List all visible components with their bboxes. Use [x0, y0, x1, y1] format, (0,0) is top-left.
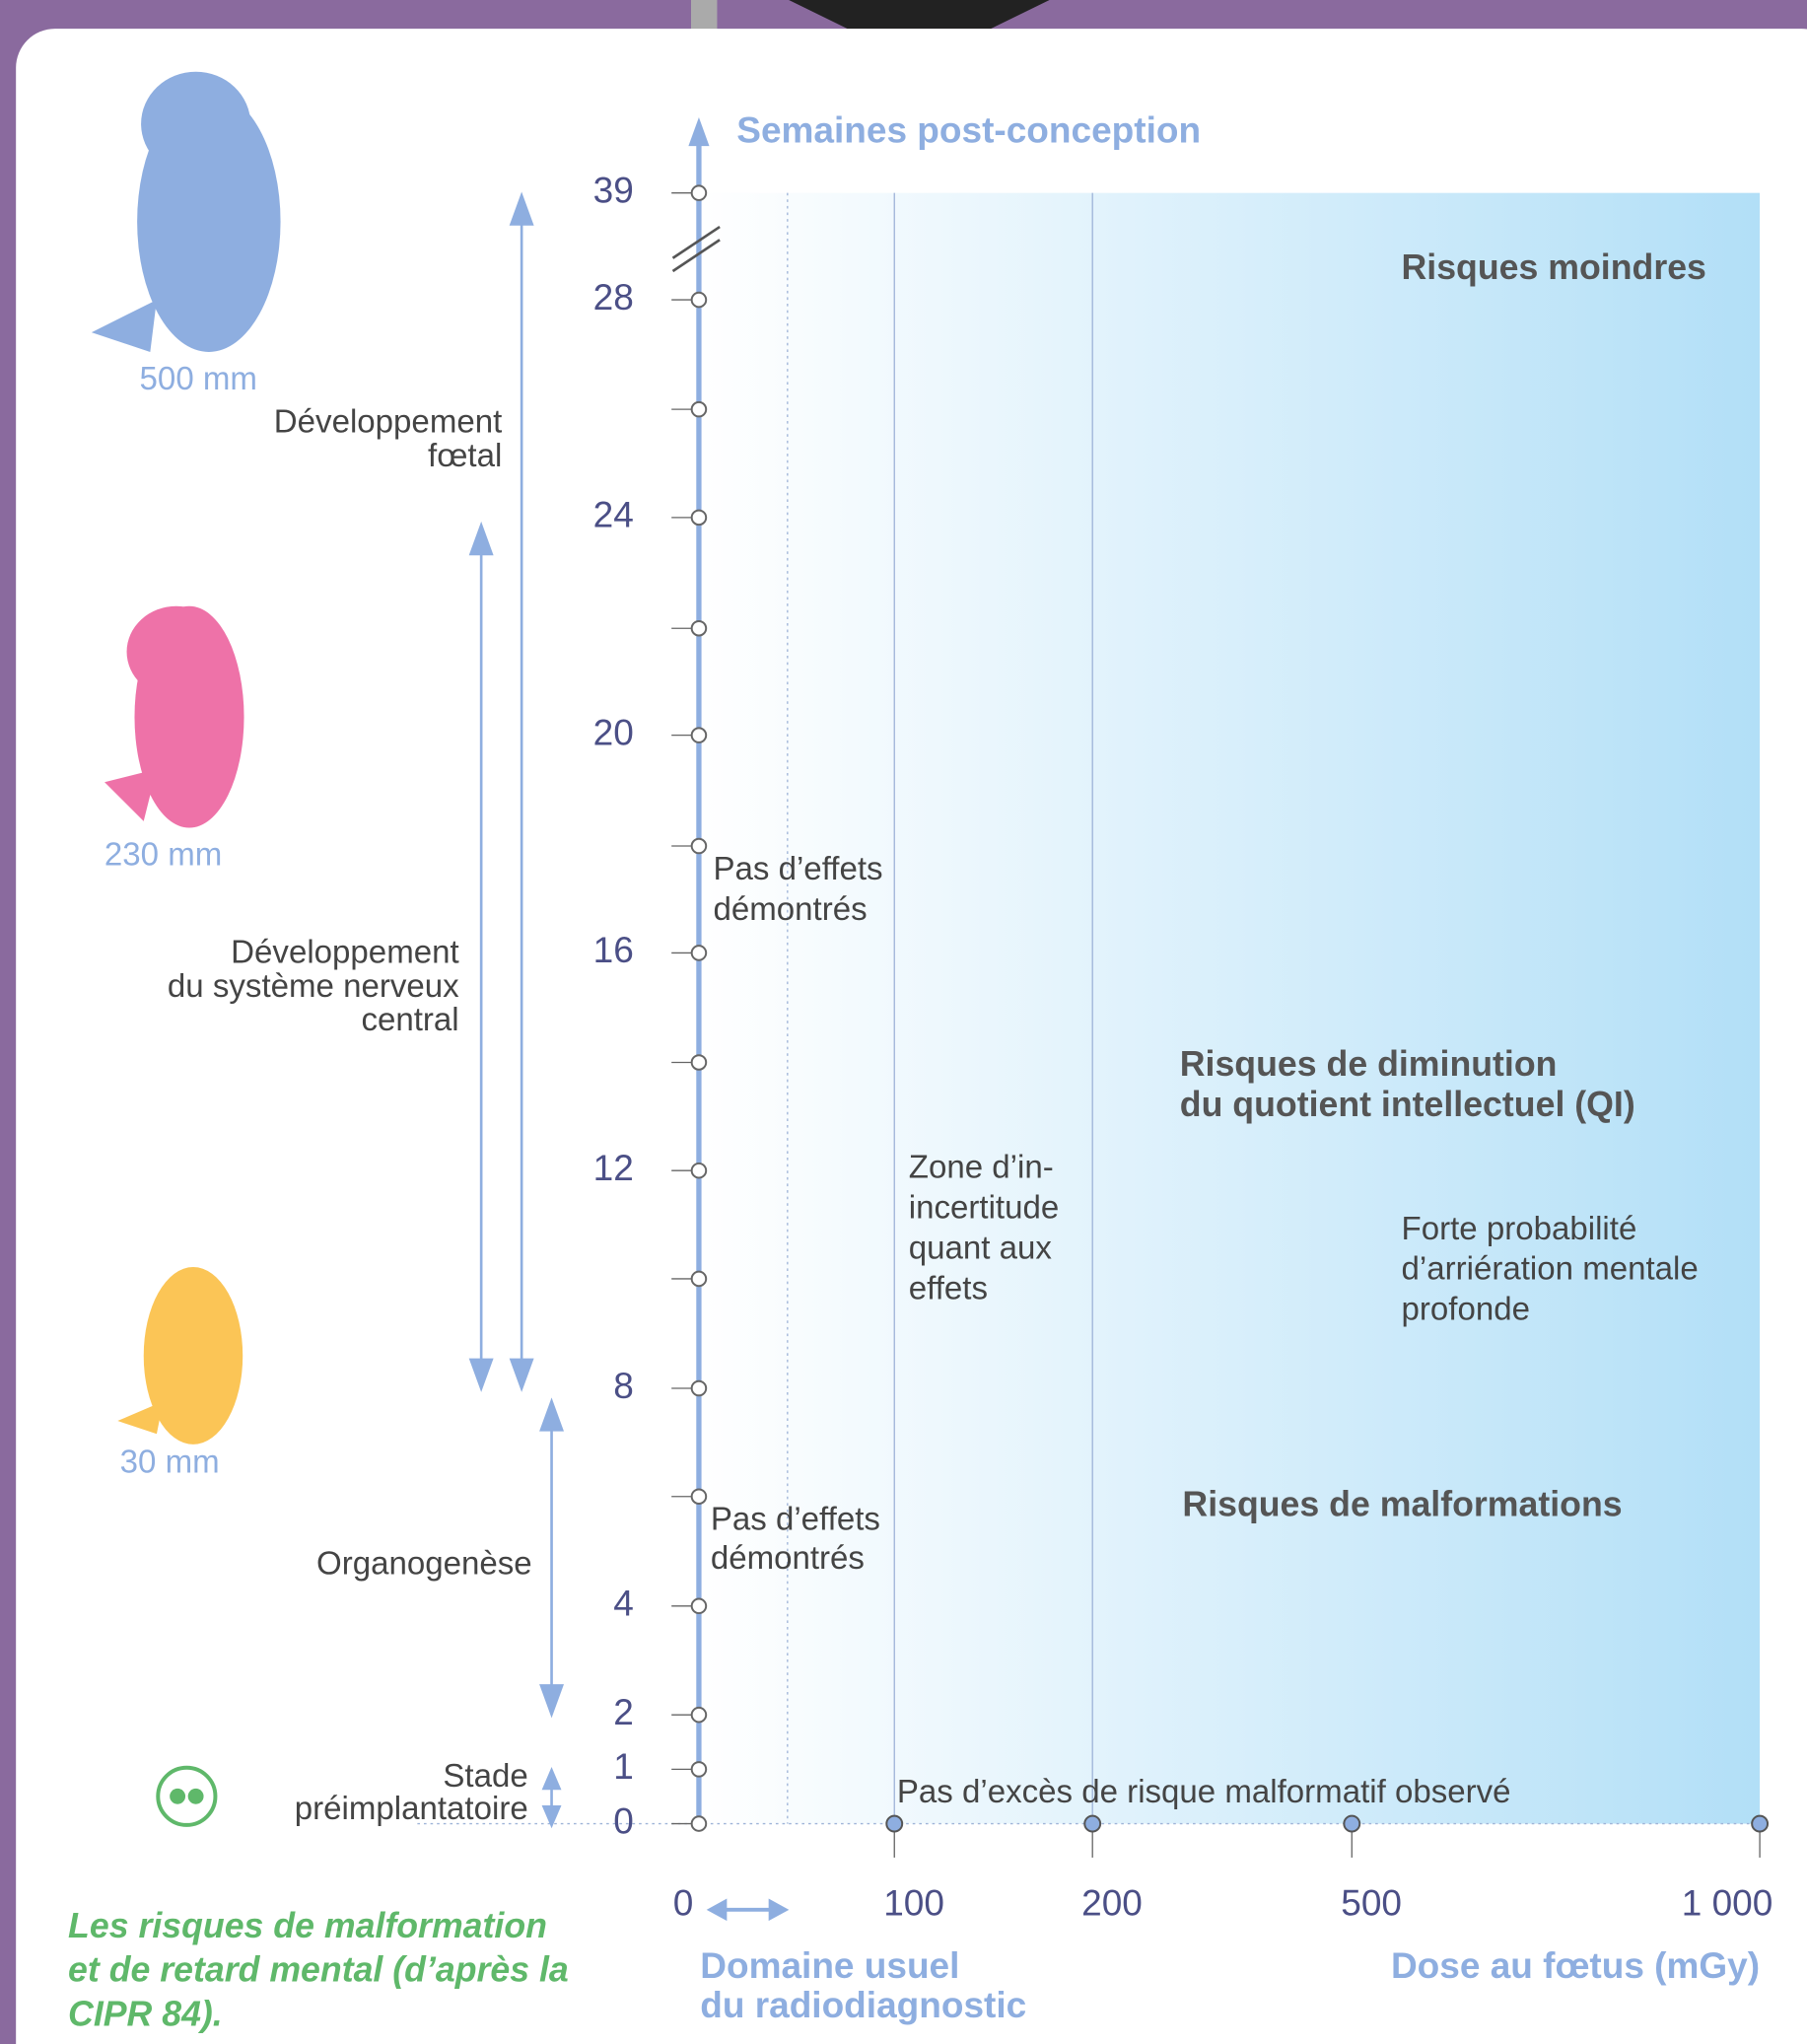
zone-label: Pas d’excès de risque malformatif observ…: [897, 1774, 1511, 1810]
zone-label: incertitude: [909, 1190, 1059, 1227]
zone-label: profonde: [1402, 1292, 1530, 1328]
tick-dot: [692, 839, 707, 854]
stage-period: Stade: [443, 1758, 527, 1795]
zone-label: quant aux: [909, 1231, 1053, 1267]
x-tick-label: 100: [883, 1882, 944, 1924]
caption: et de retard mental (d’après la: [68, 1950, 569, 1990]
tick-dot: [692, 1708, 707, 1723]
y-tick-label: 12: [593, 1147, 634, 1188]
x-tick-label: 500: [1341, 1882, 1402, 1924]
usual-range-label: Domaine usuel: [700, 1944, 959, 1986]
zone-label: Pas d’effets: [711, 1502, 880, 1538]
page: 01248121620242839Semaines post-conceptio…: [0, 0, 1807, 2044]
stage-period: central: [361, 1002, 458, 1038]
tick-dot: [1752, 1816, 1768, 1832]
tick-dot: [692, 1489, 707, 1504]
tick-dot: [692, 1163, 707, 1178]
zone-label: d’arriération mentale: [1402, 1251, 1699, 1288]
stage-period: préimplantatoire: [295, 1791, 528, 1827]
stage-period: du système nerveux: [168, 968, 459, 1005]
tick-dot: [886, 1816, 902, 1832]
y-tick-label: 16: [593, 929, 634, 970]
stage-period: Développement: [231, 934, 458, 970]
tick-dot: [692, 946, 707, 960]
dose-gradient: [699, 193, 1760, 1824]
tick-dot: [692, 185, 707, 200]
x-tick-label: 0: [673, 1882, 694, 1924]
stage-size: 30 mm: [120, 1444, 220, 1480]
y-tick-label: 2: [613, 1691, 634, 1732]
y-tick-label: 8: [613, 1365, 634, 1406]
zone-label: Risques de diminution: [1180, 1044, 1558, 1084]
zone-label: effets: [909, 1271, 988, 1307]
x-tick-label: 200: [1081, 1882, 1143, 1924]
zone-label: Pas d’effets: [713, 851, 882, 887]
tick-dot: [692, 1272, 707, 1287]
y-tick-label: 1: [613, 1745, 634, 1787]
tick-dot: [692, 1816, 707, 1831]
stage-period: fœtal: [428, 438, 502, 474]
y-tick-label: 24: [593, 494, 634, 535]
usual-range-label: du radiodiagnostic: [700, 1984, 1026, 2025]
y-axis-title: Semaines post-conception: [736, 109, 1201, 151]
tick-dot: [692, 728, 707, 742]
tick-dot: [692, 1055, 707, 1070]
y-tick-label: 4: [613, 1583, 634, 1624]
caption: Les risques de malformation: [68, 1906, 547, 1945]
zone-label: du quotient intellectuel (QI): [1180, 1085, 1635, 1124]
tick-dot: [692, 511, 707, 526]
tick-dot: [692, 1381, 707, 1396]
zone-label: démontrés: [711, 1540, 865, 1577]
zone-label: Risques moindres: [1402, 247, 1706, 287]
y-tick-label: 20: [593, 711, 634, 752]
zone-label: Zone d’in-: [909, 1150, 1054, 1186]
tick-dot: [692, 293, 707, 308]
y-tick-label: 28: [593, 276, 634, 317]
zone-label: Risques de malformations: [1182, 1485, 1622, 1524]
x-axis-title: Dose au fœtus (mGy): [1391, 1944, 1760, 1986]
zone-label: démontrés: [713, 891, 867, 928]
tick-dot: [692, 621, 707, 636]
tick-dot: [692, 402, 707, 417]
tick-dot: [692, 1599, 707, 1614]
y-tick-label: 0: [613, 1799, 634, 1841]
x-tick-label: 1 000: [1682, 1882, 1773, 1924]
stage-size: 230 mm: [104, 836, 222, 873]
stage-size: 500 mm: [140, 361, 257, 397]
tick-dot: [1344, 1816, 1359, 1832]
zone-label: Forte probabilité: [1402, 1211, 1637, 1247]
stage-period: Organogenèse: [316, 1546, 532, 1583]
y-tick-label: 39: [593, 169, 634, 210]
caption: CIPR 84).: [68, 1995, 223, 2034]
tick-dot: [1084, 1816, 1100, 1832]
stage-period: Développement: [274, 403, 502, 440]
tick-dot: [692, 1762, 707, 1777]
